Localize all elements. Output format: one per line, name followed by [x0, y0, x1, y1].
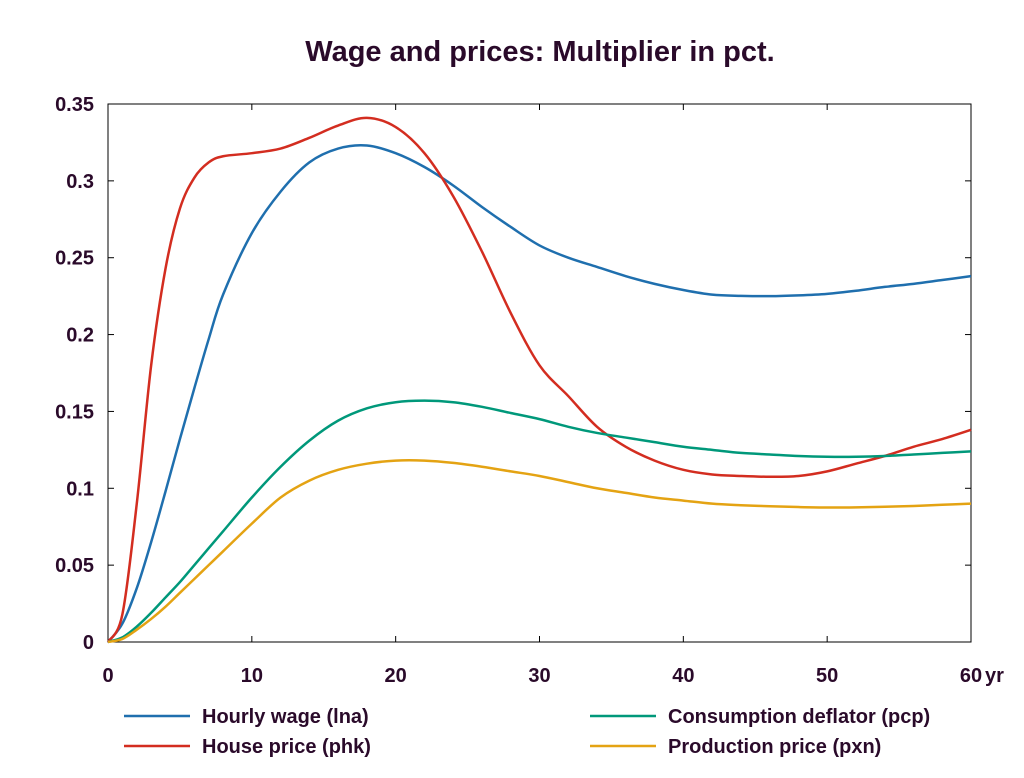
x-tick-label: 40: [672, 665, 694, 687]
series-line-2: [107, 399, 972, 644]
x-tick-label: 0: [102, 665, 113, 687]
y-tick-label: 0.3: [66, 171, 94, 193]
series-line-0: [107, 144, 972, 643]
x-unit-label: yr: [985, 665, 1004, 687]
plot-area: 0 0.05 0.1 0.15 0.2 0.25 0.3 0.35 0 10 20 30 40 50 60 y…: [55, 94, 1004, 687]
series-line-1: [106, 116, 972, 643]
x-tick-label: 10: [241, 665, 263, 687]
chart-title: Wage and prices: Multiplier in pct.: [305, 36, 774, 68]
x-tick-label: 20: [385, 665, 407, 687]
legend: Hourly wage (lna) House price (phk) Consum…: [124, 706, 930, 758]
y-tick-label: 0.2: [66, 325, 94, 347]
legend-label-2: Consumption deflator (pcp): [668, 706, 930, 728]
plot-frame: [107, 103, 972, 643]
x-tick-label: 30: [528, 665, 550, 687]
legend-label-1: House price (phk): [202, 736, 371, 758]
legend-label-3: Production price (pxn): [668, 736, 881, 758]
x-tick-label: 60: [960, 665, 982, 687]
y-tick-label: 0.35: [55, 94, 94, 116]
y-tick-label: 0.05: [55, 555, 94, 577]
series-line-3: [107, 459, 972, 644]
y-tick-label: 0.1: [66, 478, 94, 500]
x-tick-label: 50: [816, 665, 838, 687]
legend-label-0: Hourly wage (lna): [202, 706, 369, 728]
y-tick-label: 0: [83, 632, 94, 654]
y-tick-label: 0.25: [55, 248, 94, 270]
y-tick-label: 0.15: [55, 401, 94, 423]
